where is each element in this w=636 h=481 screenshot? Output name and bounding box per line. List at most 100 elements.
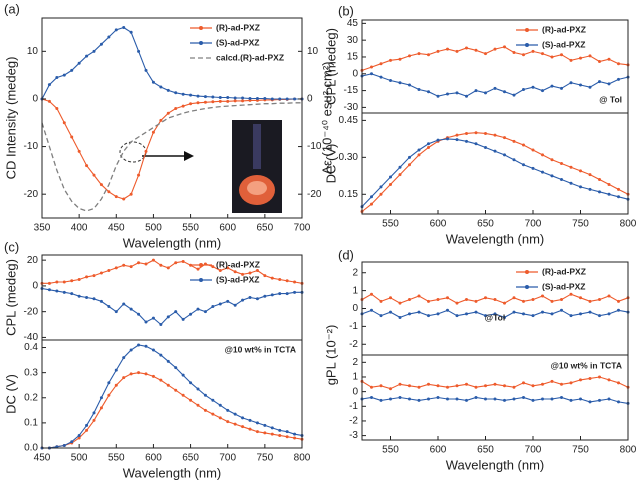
point [579,185,582,189]
point [248,427,252,431]
point [62,121,66,125]
point [159,263,163,267]
point [92,411,96,415]
point [455,384,459,388]
point [493,149,497,153]
point [189,312,193,316]
point [370,195,373,199]
point [579,83,582,87]
x-tick-label: 650 [477,219,494,230]
point [144,262,148,266]
point [427,142,430,146]
point [218,96,222,100]
point [62,73,66,77]
point [560,298,563,302]
point [493,312,497,316]
y-tick-label: 0.1 [24,418,38,429]
y2-tick-label: 10 [307,46,319,57]
point [588,400,592,404]
point [85,296,89,299]
point [114,28,118,32]
point [85,275,89,279]
point [512,139,516,143]
point [455,133,459,137]
point [569,314,573,318]
point [522,381,525,385]
point [474,396,478,399]
point [379,62,383,66]
point [218,268,222,272]
point [181,317,185,321]
point [598,178,601,182]
point [465,298,468,302]
point [92,418,96,422]
point [531,148,535,152]
point [427,145,430,149]
point [70,68,74,72]
point [233,99,237,103]
point [417,398,421,402]
x-tick-label: 800 [294,453,311,464]
point [379,299,383,303]
point [114,195,118,199]
point [99,271,103,275]
point [233,303,237,307]
point [55,280,59,284]
point [137,312,141,316]
point [455,49,459,53]
point [617,195,620,199]
point [560,178,563,182]
point [370,385,373,389]
point [531,166,535,170]
x-tick-label: 450 [108,223,125,234]
x-tick-label: 550 [382,445,399,456]
point [174,261,178,265]
y-tick-label: 0 [352,303,358,314]
point [144,372,148,376]
point [474,385,478,389]
point [248,96,252,100]
point [417,87,421,91]
point [92,274,96,278]
point [114,368,118,372]
point [107,268,111,272]
point [522,299,525,303]
point [99,299,103,303]
y-tick-label: 0.30 [339,152,359,163]
point [233,270,237,274]
point [151,374,155,378]
point [129,265,133,269]
x-tick-label: 700 [294,223,311,234]
point [541,52,544,56]
point [408,163,411,167]
x-tick-label: 550 [108,453,125,464]
point [107,190,111,194]
point [248,296,252,299]
point [293,432,297,436]
x-tick-label: 700 [525,219,542,230]
point [255,421,259,425]
y-tick-label: -10 [24,141,39,152]
point [248,418,252,422]
point [166,315,170,319]
point [446,47,449,51]
legend-marker [199,278,203,282]
point [531,314,535,318]
point [484,397,487,401]
point [541,170,544,174]
point [436,138,440,142]
y2-tick-label: -20 [307,189,322,200]
point [455,91,459,95]
y-tick-label: 0.15 [339,189,359,200]
legend-marker [525,270,529,274]
subplot: -20 -10 0 10 -20 -10 0 10 350 400 450 500 550 600 650 7… [3,1,334,250]
point [379,314,383,318]
point [174,106,178,110]
point [588,85,592,89]
point [114,266,118,270]
point [263,431,267,435]
point [522,53,525,57]
series-line [361,73,629,97]
point [293,290,297,294]
x-tick-label: 550 [382,219,399,230]
